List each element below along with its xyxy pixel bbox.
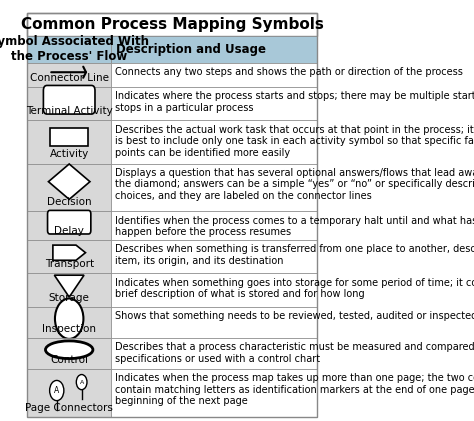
Text: Terminal Activity: Terminal Activity <box>26 106 112 116</box>
Circle shape <box>55 298 83 339</box>
Text: Page Connectors: Page Connectors <box>25 402 113 413</box>
Text: Identifies when the process comes to a temporary halt until and what has to
happ: Identifies when the process comes to a t… <box>115 216 474 237</box>
FancyBboxPatch shape <box>27 338 111 369</box>
Text: Transport: Transport <box>45 259 94 269</box>
Text: Indicates when something goes into storage for some period of time; it contains : Indicates when something goes into stora… <box>115 277 474 299</box>
FancyBboxPatch shape <box>111 87 318 120</box>
FancyBboxPatch shape <box>44 85 95 114</box>
Text: Common Process Mapping Symbols: Common Process Mapping Symbols <box>21 17 324 32</box>
Ellipse shape <box>46 341 93 359</box>
Text: Displays a question that has several optional answers/flows that lead away from
: Displays a question that has several opt… <box>115 168 474 201</box>
FancyBboxPatch shape <box>27 63 111 87</box>
Text: Decision: Decision <box>47 197 91 207</box>
Text: A: A <box>80 380 84 385</box>
Text: Describes the actual work task that occurs at that point in the process; it gene: Describes the actual work task that occu… <box>115 125 474 158</box>
FancyBboxPatch shape <box>27 163 111 211</box>
Polygon shape <box>53 245 85 260</box>
Text: Shows that something needs to be reviewed, tested, audited or inspected: Shows that something needs to be reviewe… <box>115 311 474 321</box>
Circle shape <box>50 381 64 401</box>
FancyBboxPatch shape <box>27 120 111 163</box>
FancyBboxPatch shape <box>111 36 318 63</box>
FancyBboxPatch shape <box>27 36 111 63</box>
FancyBboxPatch shape <box>111 273 318 307</box>
Text: A: A <box>54 386 59 395</box>
FancyBboxPatch shape <box>27 87 111 120</box>
Text: Indicates where the process starts and stops; there may be multiple starts and/o: Indicates where the process starts and s… <box>115 91 474 113</box>
Text: Indicates when the process map takes up more than one page; the two connectors
c: Indicates when the process map takes up … <box>115 373 474 406</box>
Polygon shape <box>48 164 90 200</box>
FancyBboxPatch shape <box>27 13 318 36</box>
FancyBboxPatch shape <box>111 240 318 273</box>
FancyBboxPatch shape <box>111 211 318 240</box>
Text: Storage: Storage <box>49 293 90 303</box>
FancyBboxPatch shape <box>111 63 318 87</box>
FancyBboxPatch shape <box>111 307 318 338</box>
FancyBboxPatch shape <box>27 273 111 307</box>
FancyBboxPatch shape <box>111 120 318 163</box>
Bar <box>50 128 89 146</box>
Text: Activity: Activity <box>50 149 89 159</box>
Text: Connects any two steps and shows the path or direction of the process: Connects any two steps and shows the pat… <box>115 67 463 77</box>
FancyBboxPatch shape <box>111 338 318 369</box>
Text: Control: Control <box>50 355 88 365</box>
Text: Connector Line: Connector Line <box>30 73 109 83</box>
FancyBboxPatch shape <box>47 210 91 234</box>
Text: Describes that a process characteristic must be measured and compared to
specifi: Describes that a process characteristic … <box>115 342 474 364</box>
Text: Describes when something is transferred from one place to another, describing th: Describes when something is transferred … <box>115 244 474 266</box>
FancyBboxPatch shape <box>27 369 111 417</box>
FancyBboxPatch shape <box>27 240 111 273</box>
Text: Symbol Associated With
the Process' Flow: Symbol Associated With the Process' Flow <box>0 35 149 64</box>
Polygon shape <box>55 275 84 297</box>
FancyBboxPatch shape <box>111 369 318 417</box>
Text: Description and Usage: Description and Usage <box>116 43 266 56</box>
FancyBboxPatch shape <box>27 307 111 338</box>
FancyBboxPatch shape <box>27 211 111 240</box>
Circle shape <box>76 375 87 390</box>
Text: Inspection: Inspection <box>42 324 96 334</box>
Text: Delay: Delay <box>54 226 84 236</box>
FancyBboxPatch shape <box>111 163 318 211</box>
